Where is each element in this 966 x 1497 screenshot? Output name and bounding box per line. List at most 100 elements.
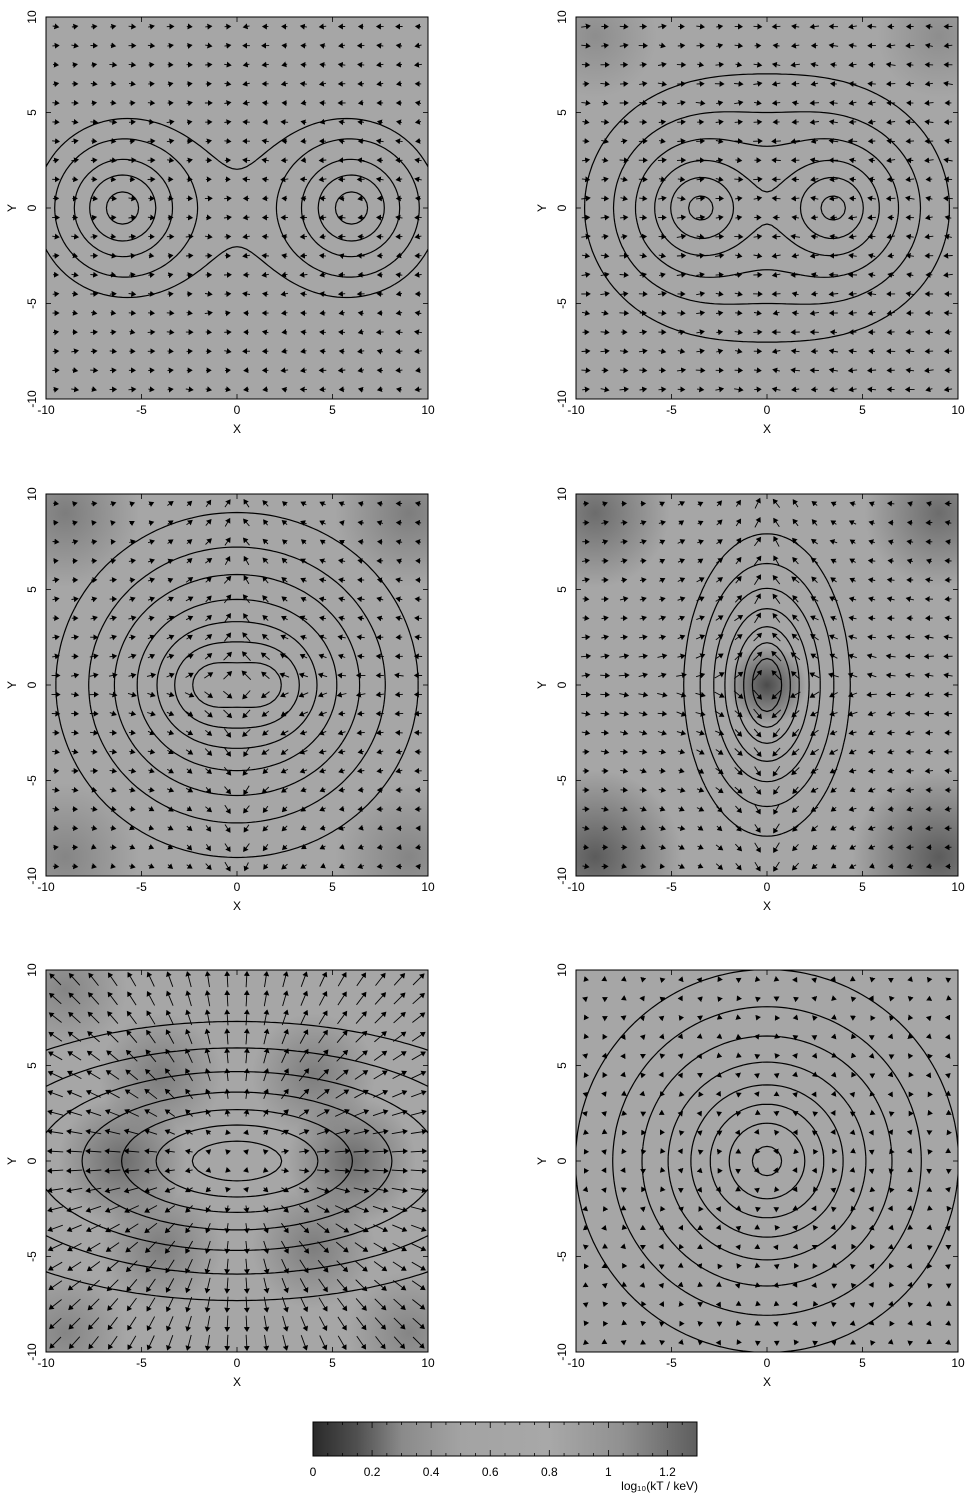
velocity-arrow xyxy=(905,195,915,202)
temperature-region xyxy=(334,494,428,588)
velocity-arrow xyxy=(734,99,744,106)
velocity-arrow xyxy=(810,290,818,297)
velocity-arrow xyxy=(167,157,175,164)
velocity-arrow xyxy=(828,195,838,202)
velocity-arrow xyxy=(696,329,705,336)
velocity-arrow xyxy=(72,252,78,259)
velocity-arrow xyxy=(376,348,383,355)
velocity-arrow xyxy=(52,252,60,259)
velocity-arrow xyxy=(696,310,706,317)
velocity-arrow xyxy=(619,290,629,297)
velocity-arrow xyxy=(924,99,934,106)
velocity-arrow xyxy=(581,348,591,355)
velocity-arrow xyxy=(677,348,686,355)
velocity-arrow xyxy=(128,119,136,126)
velocity-arrow xyxy=(148,290,155,297)
velocity-arrow xyxy=(91,309,98,316)
velocity-arrow xyxy=(868,157,875,164)
velocity-arrow xyxy=(319,271,326,278)
velocity-arrow xyxy=(224,348,232,355)
velocity-arrow xyxy=(658,1224,665,1231)
velocity-arrow xyxy=(810,348,818,355)
velocity-arrow xyxy=(734,386,744,393)
velocity-arrow xyxy=(204,290,213,297)
velocity-arrow xyxy=(224,138,232,145)
velocity-arrow xyxy=(753,176,763,183)
velocity-arrow xyxy=(659,1340,666,1346)
velocity-arrow xyxy=(414,271,422,278)
velocity-arrow xyxy=(261,157,269,164)
velocity-arrow xyxy=(867,253,876,259)
velocity-arrow xyxy=(318,176,327,183)
velocity-arrow xyxy=(90,80,98,87)
velocity-arrow xyxy=(396,386,402,393)
velocity-arrow xyxy=(810,233,818,240)
velocity-arrow xyxy=(715,176,724,183)
velocity-arrow xyxy=(129,844,136,850)
velocity-arrow xyxy=(848,310,857,317)
x-tick-label: 5 xyxy=(859,880,866,894)
velocity-arrow xyxy=(791,23,800,30)
velocity-arrow xyxy=(186,272,193,279)
colorbar: 0 0.2 0.4 0.6 0.8 1 1.2 log₁₀(kT / keV) xyxy=(310,1421,698,1493)
velocity-arrow xyxy=(224,42,232,49)
velocity-arrow xyxy=(395,271,403,278)
velocity-arrow xyxy=(771,61,781,68)
velocity-arrow xyxy=(601,309,609,316)
x-tick-label: 5 xyxy=(329,403,336,417)
velocity-arrow xyxy=(848,61,857,68)
velocity-arrow xyxy=(167,843,174,850)
velocity-arrow xyxy=(790,367,801,374)
velocity-arrow xyxy=(128,195,137,202)
velocity-arrow xyxy=(396,252,402,259)
velocity-arrow xyxy=(867,386,877,393)
velocity-arrow xyxy=(640,557,647,564)
x-tick-label: -10 xyxy=(37,880,55,894)
velocity-arrow xyxy=(186,43,193,49)
velocity-arrow xyxy=(582,80,590,87)
x-tick-label: 10 xyxy=(951,880,965,894)
x-tick-label: 5 xyxy=(859,403,866,417)
x-tick-label: -5 xyxy=(666,1356,677,1370)
velocity-arrow xyxy=(753,80,763,87)
velocity-arrow xyxy=(72,62,78,68)
velocity-arrow xyxy=(263,863,269,870)
velocity-arrow xyxy=(318,23,327,30)
y-tick-label: -10 xyxy=(555,1343,569,1361)
velocity-arrow xyxy=(129,272,136,279)
velocity-arrow xyxy=(281,234,288,240)
velocity-arrow xyxy=(582,595,590,602)
velocity-arrow xyxy=(167,81,174,88)
velocity-arrow xyxy=(943,157,953,164)
velocity-arrow xyxy=(943,310,953,317)
velocity-arrow xyxy=(71,157,79,164)
velocity-arrow xyxy=(395,309,403,316)
velocity-arrow xyxy=(129,328,136,335)
velocity-arrow xyxy=(281,386,288,393)
velocity-arrow xyxy=(186,214,194,221)
velocity-arrow xyxy=(771,99,781,106)
velocity-arrow xyxy=(848,290,857,297)
velocity-arrow xyxy=(280,176,289,183)
velocity-arrow xyxy=(905,767,914,774)
x-tick-label: 0 xyxy=(764,403,771,417)
velocity-arrow xyxy=(945,1320,952,1326)
velocity-arrow xyxy=(205,844,211,852)
velocity-arrow xyxy=(677,195,686,202)
velocity-arrow xyxy=(906,519,913,526)
density-contour xyxy=(612,111,922,305)
y-tick-label: -10 xyxy=(25,867,39,885)
velocity-arrow xyxy=(943,271,953,278)
velocity-arrow xyxy=(281,825,288,832)
velocity-arrow xyxy=(242,176,251,183)
velocity-arrow xyxy=(110,329,117,336)
velocity-arrow xyxy=(71,290,79,297)
colorbar-tick-label: 0.8 xyxy=(541,1465,558,1479)
velocity-arrow xyxy=(71,118,79,125)
velocity-arrow xyxy=(905,42,915,49)
velocity-arrow xyxy=(376,119,383,126)
velocity-arrow xyxy=(261,329,269,336)
velocity-arrow xyxy=(90,119,99,125)
y-tick-label: 0 xyxy=(555,1157,569,1164)
velocity-arrow xyxy=(242,214,250,221)
